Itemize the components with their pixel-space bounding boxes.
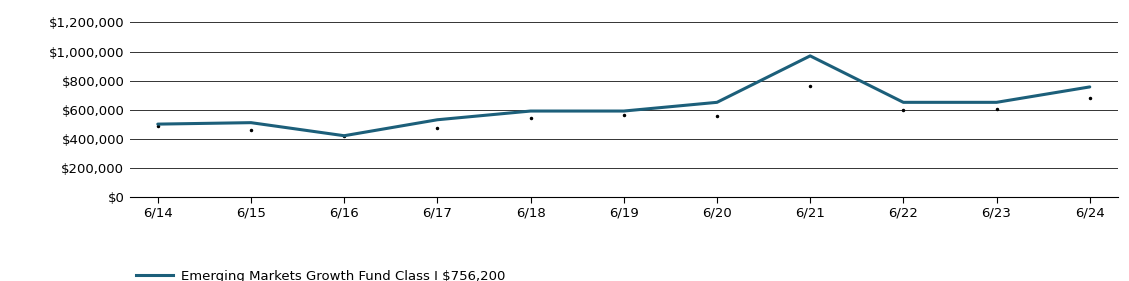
Legend: Emerging Markets Growth Fund Class I $756,200, MSCI Emerging Markets IMI (net) $: Emerging Markets Growth Fund Class I $75…: [137, 269, 506, 281]
